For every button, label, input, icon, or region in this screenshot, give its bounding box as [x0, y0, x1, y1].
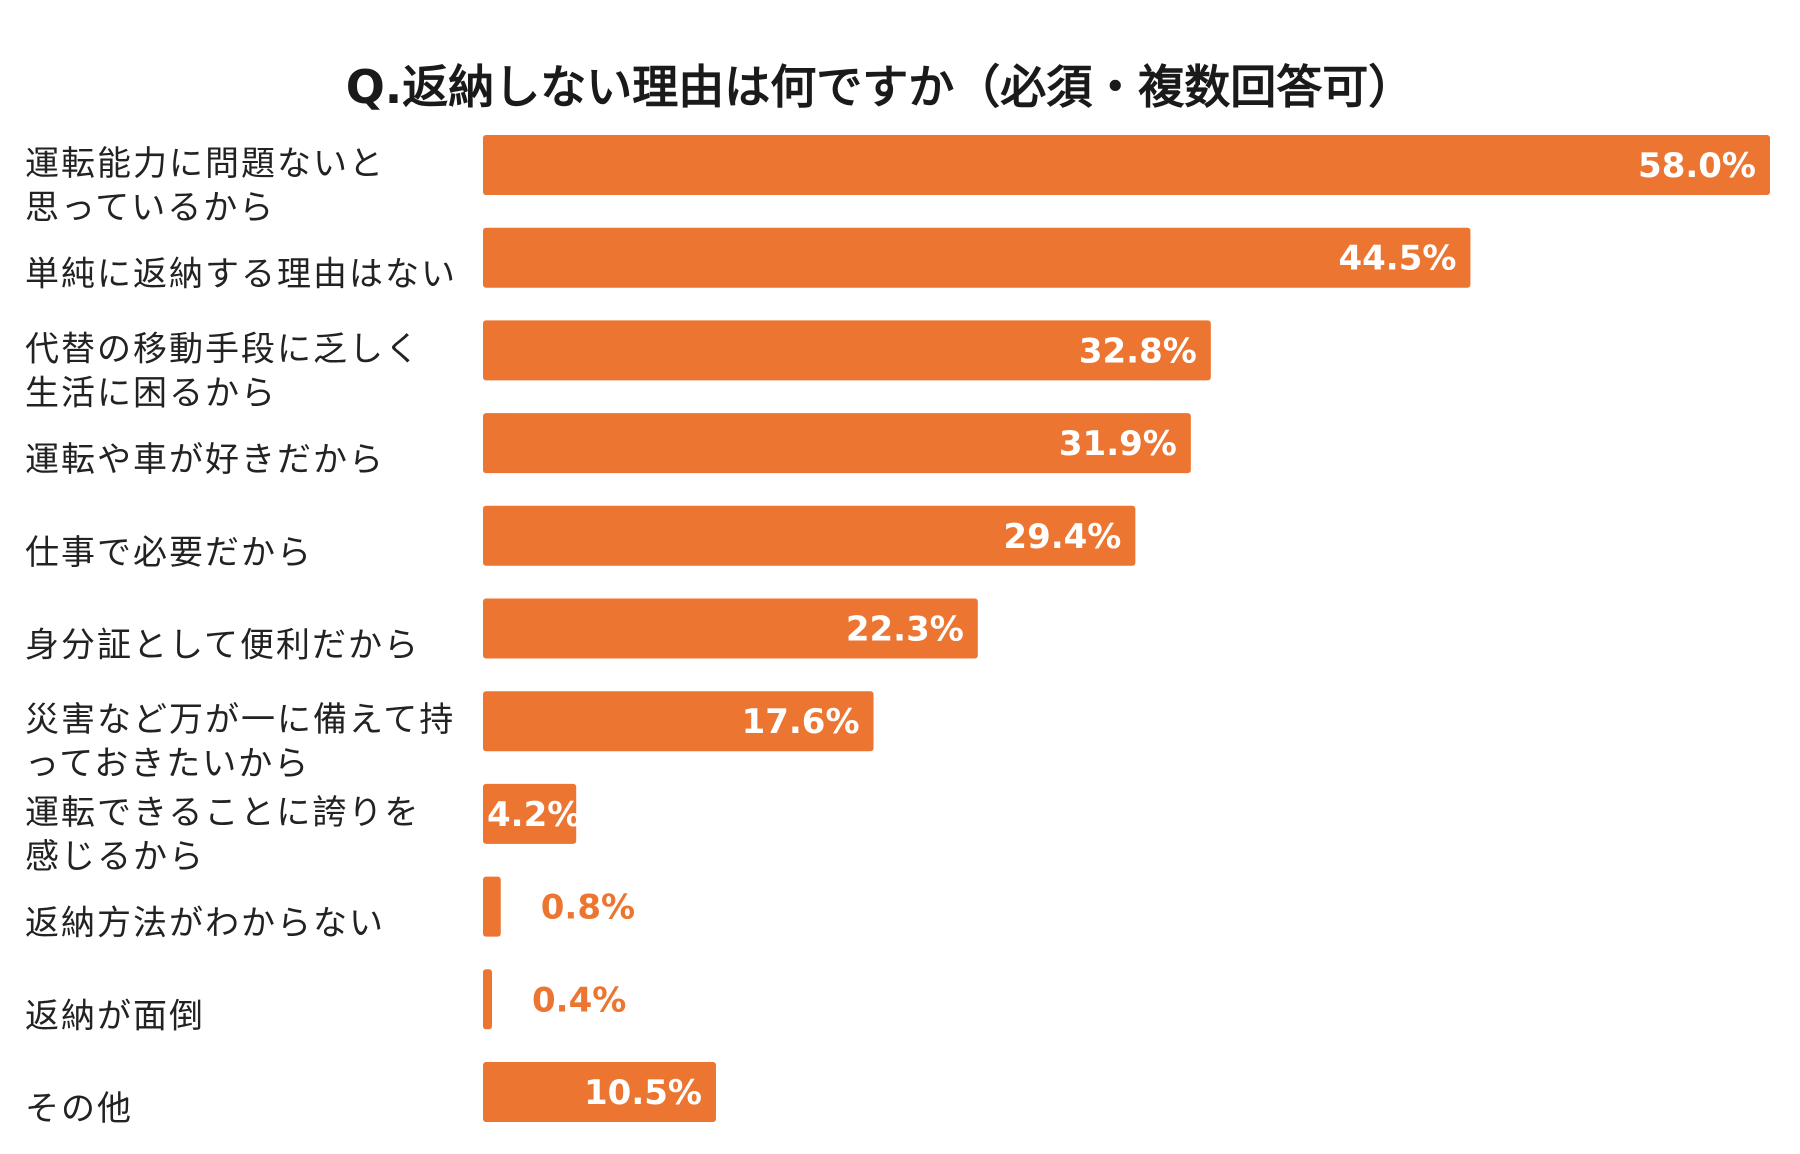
bar-0: [483, 135, 1770, 195]
category-label-4: 仕事で必要だから: [25, 533, 313, 573]
category-label-0-line-0: 運転能力に問題ないと: [25, 144, 385, 184]
bar-3: [483, 413, 1191, 474]
bar-7: [483, 783, 577, 844]
category-label-2-line-1: 生活に困るから: [25, 373, 277, 413]
category-label-9-line-0: 返納が面倒: [25, 996, 205, 1036]
category-label-4-line-0: 仕事で必要だから: [25, 533, 313, 573]
value-label-1: 44.5%: [1338, 239, 1456, 279]
category-label-1: 単純に返納する理由はない: [25, 255, 457, 295]
category-label-10-line-0: その他: [25, 1089, 133, 1129]
bar-9: [483, 969, 492, 1030]
value-label-9: 0.4%: [532, 980, 626, 1020]
category-label-8: 返納方法がわからない: [25, 904, 385, 944]
value-label-6: 17.6%: [742, 702, 860, 742]
category-label-2-line-0: 代替の移動手段に乏しく: [25, 329, 421, 369]
category-label-5-line-0: 身分証として便利だから: [25, 626, 420, 666]
value-label-3: 31.9%: [1059, 424, 1177, 464]
category-label-7-line-0: 運転できることに誇りを: [25, 793, 420, 833]
chart-title: Q.返納しない理由は何ですか（必須・複数回答可）: [346, 60, 1415, 114]
value-label-2: 32.8%: [1079, 331, 1197, 371]
category-label-6-line-1: っておきたいから: [25, 744, 310, 784]
category-label-5: 身分証として便利だから: [25, 626, 420, 666]
value-label-10: 10.5%: [584, 1073, 702, 1113]
bar-6: [483, 691, 874, 752]
bars-layer: [483, 135, 1770, 1122]
bar-2: [483, 320, 1211, 381]
value-label-7: 4.2%: [487, 795, 581, 835]
category-label-3: 運転や車が好きだから: [25, 440, 385, 480]
category-label-8-line-0: 返納方法がわからない: [25, 904, 385, 944]
bar-10: [483, 1062, 716, 1122]
value-label-8: 0.8%: [541, 888, 635, 928]
value-label-0: 58.0%: [1638, 146, 1756, 186]
category-label-6-line-0: 災害など万が一に備えて持: [25, 700, 455, 740]
category-label-9: 返納が面倒: [25, 996, 205, 1036]
category-label-3-line-0: 運転や車が好きだから: [25, 440, 385, 480]
bar-8: [483, 876, 501, 937]
bar-1: [483, 227, 1471, 288]
value-label-5: 22.3%: [846, 610, 964, 650]
bar-4: [483, 505, 1136, 566]
category-label-10: その他: [25, 1089, 133, 1129]
value-labels: 58.0% 44.5% 32.8% 31.9% 29.4% 22.3% 17.6% 4.2% 0…: [487, 146, 1756, 1113]
category-label-7-line-1: 感じるから: [25, 837, 205, 877]
category-label-1-line-0: 単純に返納する理由はない: [25, 255, 457, 295]
bar-5: [483, 598, 978, 659]
value-label-4: 29.4%: [1003, 517, 1121, 557]
category-label-0-line-1: 思っているから: [25, 188, 275, 228]
category-labels: 運転能力に問題ないと思っているから単純に返納する理由はない代替の移動手段に乏しく…: [25, 144, 457, 1129]
